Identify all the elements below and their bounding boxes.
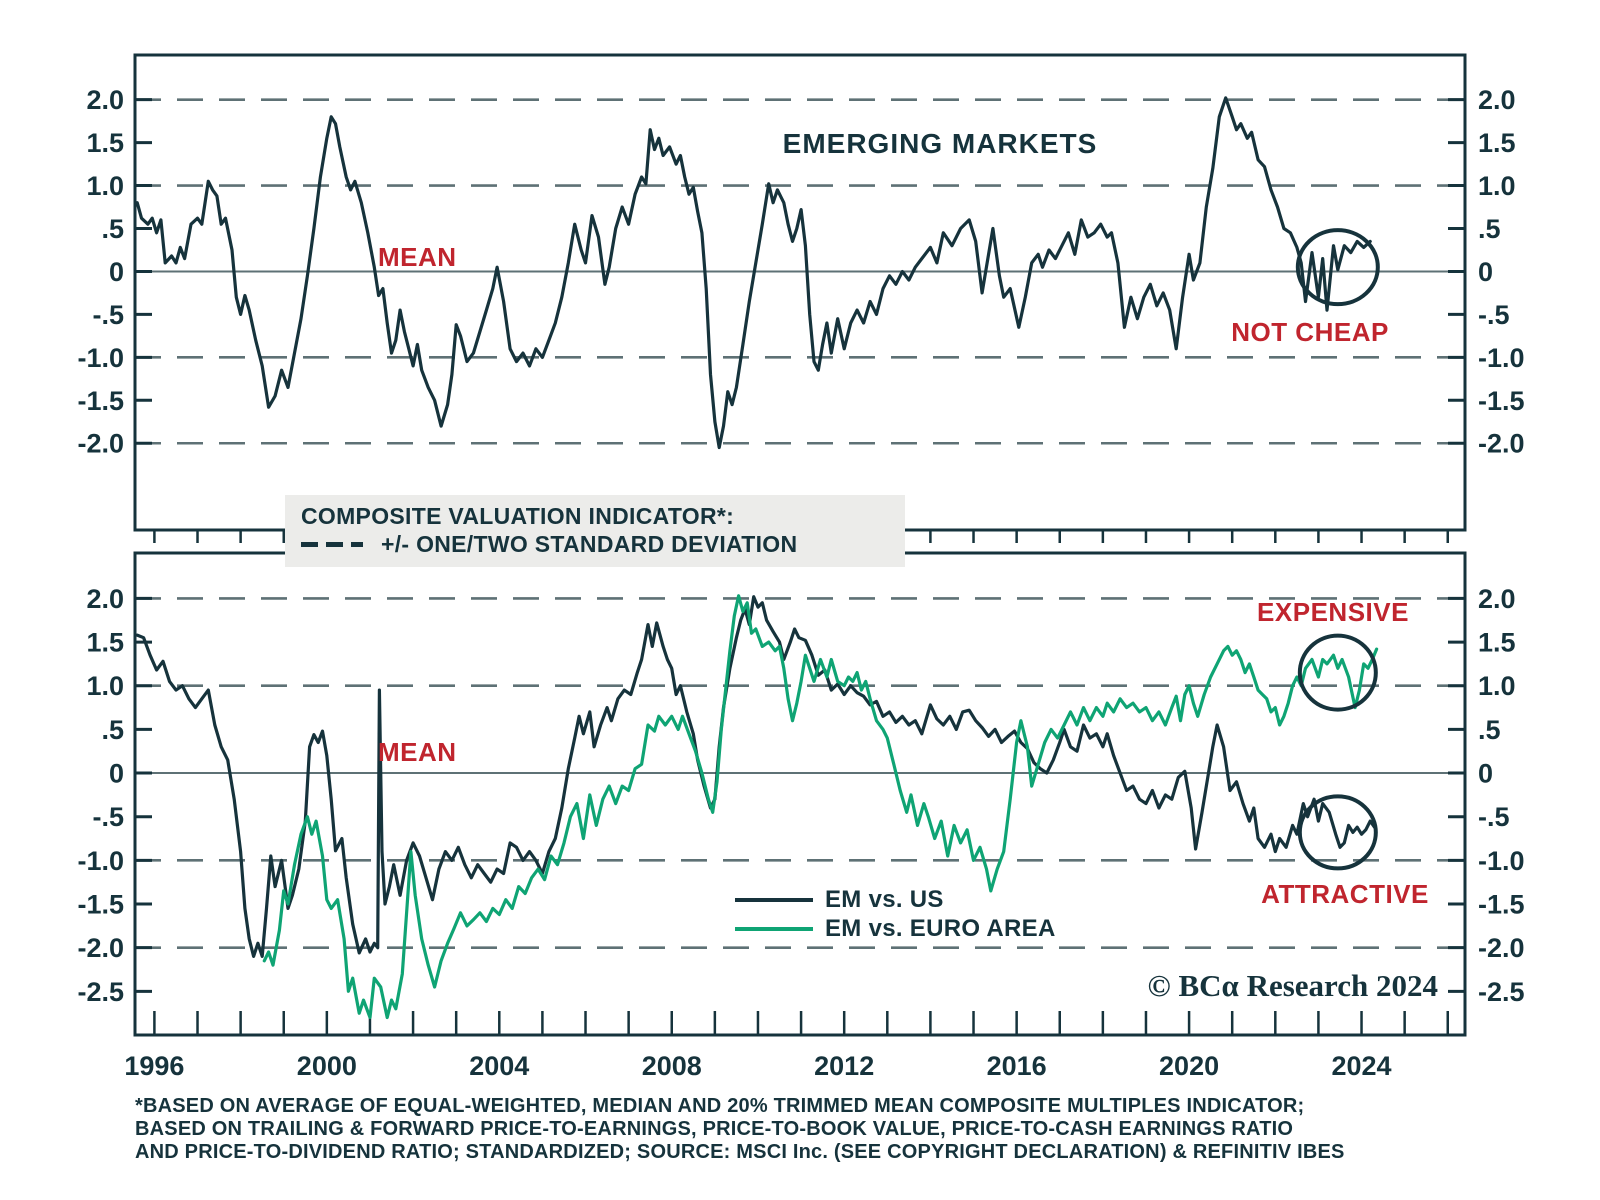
y-tick-label-left: -2.0 (77, 429, 124, 459)
indicator-box-line1: COMPOSITE VALUATION INDICATOR*: (301, 503, 735, 529)
y-tick-label-right: -.5 (1478, 802, 1510, 832)
y-tick-label-right: -2.0 (1478, 429, 1525, 459)
indicator-box-line2: +/- ONE/TWO STANDARD DEVIATION (301, 531, 797, 558)
y-tick-label-right: -1.5 (1478, 386, 1525, 416)
dashed-line-icon (301, 542, 371, 547)
legend-swatch-em-vs-euro-area (735, 927, 813, 931)
y-tick-label-left: 1.5 (86, 628, 124, 658)
y-tick-label-right: 1.5 (1478, 628, 1516, 658)
composite-indicator-legend-box: COMPOSITE VALUATION INDICATOR*: +/- ONE/… (285, 495, 905, 567)
y-tick-label-left: 0 (109, 257, 124, 287)
y-tick-label-left: -1.5 (77, 386, 124, 416)
y-tick-label-left: 2.0 (86, 85, 124, 115)
y-tick-label-right: .5 (1478, 715, 1501, 745)
y-tick-label-left: .5 (101, 214, 124, 244)
footnote-line-2: BASED ON TRAILING & FORWARD PRICE-TO-EAR… (135, 1118, 1294, 1140)
not-cheap-label: NOT CHEAP (1231, 317, 1389, 347)
x-tick-label: 2012 (814, 1051, 874, 1081)
top-panel-title: EMERGING MARKETS (782, 128, 1098, 159)
y-tick-label-left: 2.0 (86, 584, 124, 614)
copyright-text: © BCα Research 2024 (1147, 968, 1438, 1003)
expensive-label: EXPENSIVE (1257, 597, 1409, 627)
y-tick-label-left: 1.0 (86, 671, 124, 701)
x-tick-label: 2008 (642, 1051, 702, 1081)
y-tick-label-left: -1.0 (77, 343, 124, 373)
legend-label-em-vs-us: EM vs. US (825, 886, 944, 913)
x-tick-label: 2016 (987, 1051, 1047, 1081)
y-tick-label-right: 1.0 (1478, 671, 1516, 701)
x-tick-label: 2024 (1331, 1051, 1391, 1081)
annotation-circle (1295, 228, 1380, 307)
x-tick-label: 2004 (469, 1051, 529, 1081)
y-tick-label-right: -1.0 (1478, 343, 1525, 373)
x-tick-label: 1996 (124, 1051, 184, 1081)
annotation-circle (1297, 794, 1378, 871)
x-tick-label: 2020 (1159, 1051, 1219, 1081)
y-tick-label-left: .5 (101, 715, 124, 745)
y-tick-label-right: .5 (1478, 214, 1501, 244)
y-tick-label-right: 0 (1478, 257, 1493, 287)
y-tick-label-right: 2.0 (1478, 85, 1516, 115)
y-tick-label-right: -2.0 (1478, 933, 1525, 963)
y-tick-label-left: -2.5 (77, 977, 124, 1007)
y-tick-label-left: -.5 (92, 300, 124, 330)
y-tick-label-right: 1.5 (1478, 128, 1516, 158)
y-tick-label-left: 1.0 (86, 171, 124, 201)
footnote-line-1: *BASED ON AVERAGE OF EQUAL-WEIGHTED, MED… (135, 1095, 1305, 1117)
footnote-line-3: AND PRICE-TO-DIVIDEND RATIO; STANDARDIZE… (135, 1141, 1345, 1163)
y-tick-label-right: 0 (1478, 759, 1493, 789)
y-tick-label-right: 2.0 (1478, 584, 1516, 614)
y-tick-label-left: -2.0 (77, 933, 124, 963)
y-tick-label-right: -1.0 (1478, 846, 1525, 876)
annotation-circle (1297, 633, 1378, 712)
indicator-box-line2-text: +/- ONE/TWO STANDARD DEVIATION (381, 531, 798, 557)
y-tick-label-left: -1.5 (77, 890, 124, 920)
y-tick-label-left: -1.0 (77, 846, 124, 876)
x-tick-label: 2000 (297, 1051, 357, 1081)
mean-label-top: MEAN (378, 242, 457, 272)
y-tick-label-left: -.5 (92, 802, 124, 832)
y-tick-label-right: -1.5 (1478, 890, 1525, 920)
y-tick-label-right: -.5 (1478, 300, 1510, 330)
series-line-green (262, 594, 1379, 1020)
y-tick-label-right: -2.5 (1478, 977, 1525, 1007)
attractive-label: ATTRACTIVE (1261, 879, 1429, 909)
mean-label-bottom: MEAN (378, 737, 457, 767)
legend-swatch-em-vs-us (735, 898, 813, 902)
y-tick-label-left: 0 (109, 759, 124, 789)
y-tick-label-right: 1.0 (1478, 171, 1516, 201)
series-line-navy (135, 595, 1377, 958)
y-tick-label-left: 1.5 (86, 128, 124, 158)
series-line-navy (135, 96, 1372, 450)
legend-label-em-vs-euro-area: EM vs. EURO AREA (825, 915, 1056, 942)
